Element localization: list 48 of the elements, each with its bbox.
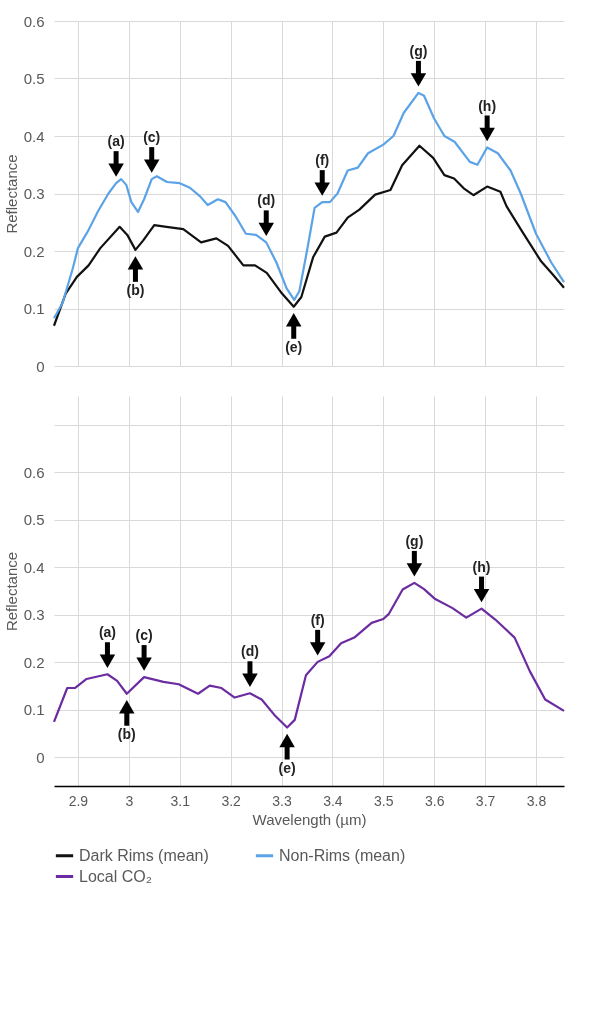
- line-series: [52, 581, 566, 729]
- legend-label: Non-Rims (mean): [279, 846, 406, 864]
- y-tick-label: 0.4: [23, 127, 45, 145]
- annotation: (d): [257, 192, 276, 209]
- y-tick-label: 0.5: [23, 70, 45, 87]
- x-tick-label: 3: [125, 792, 134, 809]
- x-tick-label: 3.8: [526, 792, 547, 809]
- y-tick-label: 0.3: [23, 185, 45, 202]
- x-tick-label: 3.1: [170, 792, 191, 809]
- y-tick-label: 0: [36, 748, 45, 766]
- annotation: (b): [117, 725, 136, 742]
- annotation: (f): [315, 152, 330, 169]
- legend-label: Local CO₂: [79, 867, 152, 885]
- x-tick-label: 3.4: [323, 792, 343, 809]
- line-series: [52, 91, 566, 320]
- annotation: (f): [310, 611, 325, 628]
- y-tick-label: 0.6: [23, 12, 45, 30]
- annotation: (c): [135, 627, 153, 644]
- annotation: (a): [98, 624, 117, 641]
- annotation: (b): [126, 281, 145, 298]
- y-tick-label: 0.1: [23, 701, 45, 719]
- y-tick-label: 0.1: [23, 300, 45, 317]
- y-tick-label: 0: [36, 357, 45, 375]
- legend-label: Dark Rims (mean): [79, 846, 209, 864]
- annotation: (g): [409, 42, 428, 59]
- y-tick-label: 0.5: [23, 511, 45, 529]
- y-tick-label: 0.6: [23, 463, 45, 481]
- x-tick-label: 2.9: [68, 792, 89, 809]
- annotation: (d): [241, 643, 259, 660]
- x-axis-title: Wavelength (µm): [252, 810, 367, 828]
- annotation: (g): [405, 532, 424, 549]
- y-axis-title: Reflectance: [2, 551, 20, 632]
- annotation: (e): [285, 338, 303, 355]
- x-tick-label: 3.5: [374, 792, 394, 809]
- annotation: (h): [472, 558, 491, 575]
- annotation: (c): [143, 129, 161, 146]
- x-tick-label: 3.7: [475, 792, 496, 809]
- y-tick-label: 0.2: [23, 242, 45, 260]
- x-tick-label: 3.2: [221, 792, 242, 809]
- annotation: (a): [107, 133, 125, 150]
- x-tick-label: 3.6: [424, 792, 445, 809]
- y-tick-label: 0.4: [23, 558, 45, 576]
- annotation: (e): [278, 759, 296, 776]
- y-tick-label: 0.2: [23, 653, 45, 671]
- annotation: (h): [478, 97, 497, 114]
- y-tick-label: 0.3: [23, 606, 45, 624]
- y-axis-title: Reflectance: [2, 154, 20, 234]
- x-tick-label: 3.3: [272, 792, 292, 809]
